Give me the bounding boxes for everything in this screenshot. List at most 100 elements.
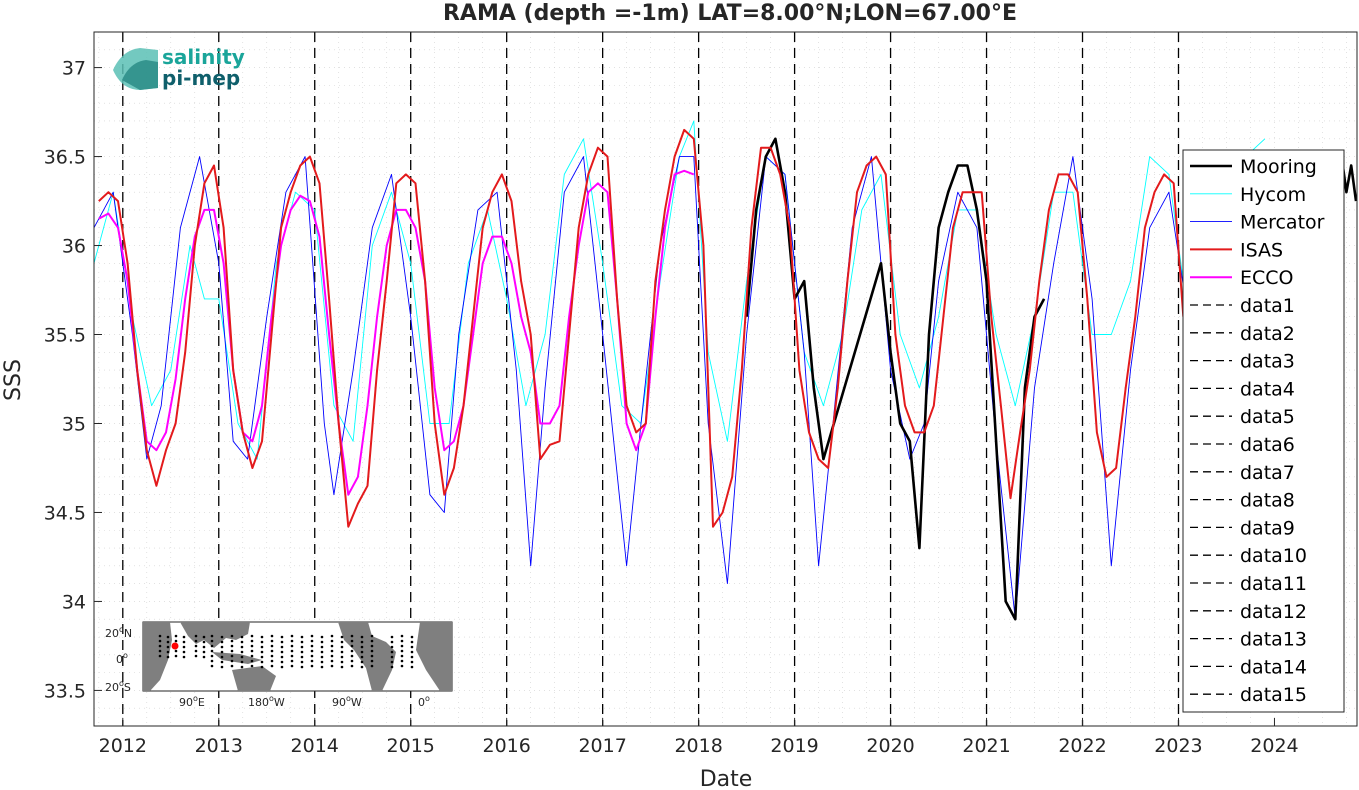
map-mooring-dot bbox=[410, 640, 414, 644]
chart-title: RAMA (depth =-1m) LAT=8.00°N;LON=67.00°E bbox=[443, 1, 1017, 26]
map-mooring-dot bbox=[280, 640, 284, 644]
legend-label: ECCO bbox=[1240, 267, 1294, 289]
legend-label: data3 bbox=[1240, 351, 1295, 373]
map-mooring-dot bbox=[330, 654, 334, 658]
map-mooring-dot bbox=[330, 639, 334, 643]
map-mooring-dot bbox=[310, 639, 314, 643]
map-mooring-dot bbox=[220, 635, 224, 639]
map-mooring-dot bbox=[290, 639, 294, 643]
legend-label: data15 bbox=[1240, 684, 1307, 706]
map-mooring-dot bbox=[300, 640, 304, 644]
map-mooring-dot bbox=[230, 644, 234, 648]
x-tick-label: 2021 bbox=[962, 735, 1010, 757]
legend-label: data10 bbox=[1240, 545, 1307, 567]
map-mooring-dot bbox=[290, 649, 294, 653]
map-mooring-dot bbox=[210, 659, 214, 663]
map-mooring-dot bbox=[260, 650, 264, 654]
map-mooring-dot bbox=[360, 665, 364, 669]
map-mooring-dot bbox=[290, 634, 294, 638]
map-mooring-dot bbox=[320, 665, 324, 669]
map-lon-90e: 90oE bbox=[179, 694, 205, 709]
map-mooring-dot bbox=[330, 644, 334, 648]
y-axis: 33.5 34 34.5 35 35.5 36 36.5 37 bbox=[44, 58, 102, 702]
x-tick-label: 2023 bbox=[1154, 735, 1202, 757]
map-mooring-dot bbox=[300, 635, 304, 639]
map-mooring-dot bbox=[230, 664, 234, 668]
map-lon-90w: 90oW bbox=[332, 694, 362, 709]
map-mooring-dot bbox=[260, 635, 264, 639]
map-mooring-dot bbox=[390, 640, 394, 644]
map-mooring-dot bbox=[300, 645, 304, 649]
map-mooring-dot bbox=[310, 659, 314, 663]
map-mooring-dot bbox=[250, 639, 254, 643]
map-lat-20n: 20oN bbox=[105, 625, 132, 640]
map-mooring-dot bbox=[300, 660, 304, 664]
map-mooring-dot bbox=[400, 659, 404, 663]
y-tick-label: 37 bbox=[62, 58, 86, 80]
map-mooring-dot bbox=[240, 650, 244, 654]
legend-label: data6 bbox=[1240, 434, 1295, 456]
map-mooring-dot bbox=[280, 655, 284, 659]
asia-landmass bbox=[180, 622, 250, 648]
logo-waves-inner-icon bbox=[122, 60, 158, 90]
map-mooring-dot bbox=[370, 639, 374, 643]
map-mooring-dot bbox=[250, 649, 254, 653]
map-mooring-dot bbox=[202, 640, 206, 644]
legend-label: data12 bbox=[1240, 601, 1307, 623]
logo-text-salinity: salinity bbox=[162, 45, 245, 69]
map-mooring-dot bbox=[158, 634, 162, 638]
map-mooring-dot bbox=[166, 650, 170, 654]
map-mooring-dot bbox=[340, 650, 344, 654]
map-mooring-dot bbox=[350, 664, 354, 668]
map-mooring-dot bbox=[220, 655, 224, 659]
map-lon-180w: 180oW bbox=[248, 694, 285, 709]
map-mooring-dot bbox=[320, 655, 324, 659]
map-mooring-dot bbox=[290, 644, 294, 648]
map-mooring-dot bbox=[390, 660, 394, 664]
map-mooring-dot bbox=[390, 645, 394, 649]
legend-label: data14 bbox=[1240, 656, 1307, 678]
legend-box bbox=[1182, 149, 1345, 713]
map-mooring-dot bbox=[166, 635, 170, 639]
year-markers bbox=[122, 32, 1180, 726]
salinity-pimep-logo: salinity pi-mep bbox=[113, 45, 245, 90]
map-mooring-dot bbox=[340, 635, 344, 639]
map-mooring-dot bbox=[390, 635, 394, 639]
map-mooring-dot bbox=[310, 664, 314, 668]
map-mooring-dot bbox=[360, 640, 364, 644]
map-mooring-dot bbox=[280, 635, 284, 639]
legend-label: data11 bbox=[1240, 573, 1307, 595]
x-tick-label: 2016 bbox=[483, 735, 531, 757]
map-mooring-dot bbox=[260, 655, 264, 659]
map-mooring-dot bbox=[390, 650, 394, 654]
map-mooring-dot bbox=[166, 645, 170, 649]
map-mooring-dot bbox=[360, 655, 364, 659]
plot-area bbox=[94, 32, 1357, 726]
legend: Mooring Hycom Mercator ISAS ECCO data1 data2 da… bbox=[1182, 149, 1345, 713]
map-mooring-dot bbox=[320, 635, 324, 639]
map-mooring-dot bbox=[260, 640, 264, 644]
map-mooring-dot bbox=[240, 655, 244, 659]
map-mooring-dot bbox=[210, 639, 214, 643]
map-mooring-dot bbox=[290, 659, 294, 663]
map-mooring-dot bbox=[210, 634, 214, 638]
map-mooring-dot bbox=[350, 654, 354, 658]
map-mooring-dot bbox=[194, 639, 198, 643]
x-tick-label: 2022 bbox=[1058, 735, 1106, 757]
map-mooring-dot bbox=[370, 664, 374, 668]
mooring-dots bbox=[158, 634, 414, 669]
australia-landmass bbox=[232, 666, 276, 691]
map-mooring-dot bbox=[320, 645, 324, 649]
map-mooring-dot bbox=[370, 644, 374, 648]
map-mooring-dot bbox=[260, 660, 264, 664]
map-mooring-dot bbox=[350, 644, 354, 648]
legend-label: data2 bbox=[1240, 323, 1295, 345]
inset-map: 20oN 0o 20oS 90oE 180oW 90oW 0o bbox=[105, 621, 453, 709]
map-mooring-dot bbox=[210, 664, 214, 668]
map-mooring-dot bbox=[270, 664, 274, 668]
map-mooring-dot bbox=[370, 634, 374, 638]
selected-mooring-marker bbox=[171, 642, 179, 650]
map-mooring-dot bbox=[174, 634, 178, 638]
map-mooring-dot bbox=[270, 659, 274, 663]
y-tick-label: 36 bbox=[62, 236, 86, 258]
